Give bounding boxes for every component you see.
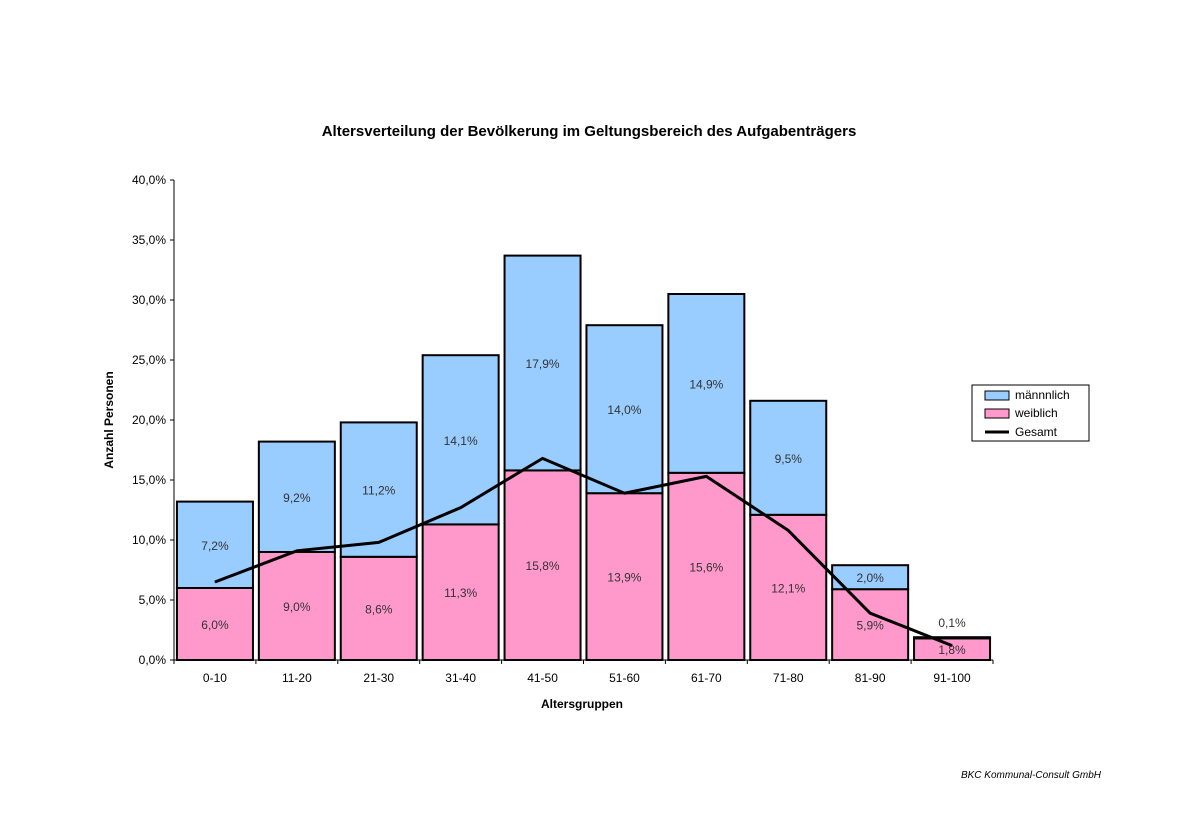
y-tick-label: 30,0% <box>132 293 166 307</box>
data-label: 6,0% <box>201 618 229 632</box>
x-tick-label: 61-70 <box>691 671 722 685</box>
line-point <box>378 541 380 543</box>
x-tick-label: 31-40 <box>445 671 476 685</box>
y-tick-label: 35,0% <box>132 233 166 247</box>
data-label: 1,8% <box>938 643 966 657</box>
bar-männnlich <box>831 564 910 591</box>
x-tick-label: 41-50 <box>527 671 558 685</box>
bar-männnlich <box>667 293 746 474</box>
legend-swatch-maennlich <box>984 390 1010 401</box>
x-tick-label: 0-10 <box>203 671 227 685</box>
x-tick-label: 81-90 <box>855 671 886 685</box>
x-axis-label: Altersgruppen <box>541 697 623 711</box>
bar-männnlich <box>503 254 582 472</box>
bar-weiblich <box>585 492 664 662</box>
bar-männnlich <box>749 399 828 516</box>
bar-weiblich <box>503 469 582 661</box>
data-label: 9,5% <box>775 452 803 466</box>
data-label: 9,2% <box>283 491 311 505</box>
data-label: 15,6% <box>689 560 723 574</box>
data-label: 9,0% <box>283 600 311 614</box>
data-label: 0,1% <box>938 616 966 630</box>
x-tick-label: 71-80 <box>773 671 804 685</box>
bar-weiblich <box>667 471 746 661</box>
footer-credit: BKC Kommunal-Consult GmbH <box>960 770 1101 781</box>
line-point <box>951 645 953 647</box>
data-label: 15,8% <box>526 559 560 573</box>
bar-weiblich <box>175 587 254 661</box>
data-label: 11,3% <box>444 586 477 600</box>
y-tick-label: 15,0% <box>132 473 166 487</box>
bar-männnlich <box>421 354 500 526</box>
bar-männnlich <box>913 636 992 640</box>
legend-label-gesamt: Gesamt <box>1015 425 1058 439</box>
data-label: 14,9% <box>689 377 723 391</box>
y-tick-label: 20,0% <box>132 413 166 427</box>
line-Gesamt <box>214 456 953 647</box>
legend-label-maennlich: männnlich <box>1015 388 1070 402</box>
line-point <box>542 457 544 459</box>
data-label: 11,2% <box>362 484 395 498</box>
line-point <box>623 492 625 494</box>
data-label: 14,0% <box>607 403 641 417</box>
legend-label-weiblich: weiblich <box>1014 406 1058 420</box>
data-label: 17,9% <box>526 357 560 371</box>
y-tick-label: 40,0% <box>132 173 166 187</box>
data-label: 7,2% <box>201 539 229 553</box>
line-point <box>214 581 216 583</box>
bar-weiblich <box>339 555 418 661</box>
chart-title: Altersverteilung der Bevölkerung im Gelt… <box>322 123 857 140</box>
legend: männnlich weiblich Gesamt <box>971 384 1090 442</box>
bar-männnlich <box>339 421 418 558</box>
line-point <box>296 550 298 552</box>
line-point <box>460 507 462 509</box>
data-label: 14,1% <box>444 434 478 448</box>
y-tick-label: 10,0% <box>132 533 166 547</box>
data-label: 12,1% <box>771 581 805 595</box>
y-tick-label: 0,0% <box>139 653 167 667</box>
x-tick-label: 11-20 <box>282 671 312 685</box>
line-point <box>787 529 789 531</box>
y-tick-label: 5,0% <box>139 593 167 607</box>
x-tick-label: 91-100 <box>933 671 971 685</box>
bar-männnlich <box>585 324 664 495</box>
line-point <box>705 475 707 477</box>
data-label: 2,0% <box>856 571 884 585</box>
data-label: 13,9% <box>607 571 641 585</box>
legend-swatch-weiblich <box>984 408 1010 419</box>
y-axis-label: Anzahl Personen <box>102 371 116 468</box>
bar-männnlich <box>257 440 336 554</box>
line-point <box>869 612 871 614</box>
y-tick-label: 25,0% <box>132 353 166 367</box>
data-label: 8,6% <box>365 602 393 616</box>
data-label: 5,9% <box>856 619 884 633</box>
x-tick-label: 21-30 <box>363 671 394 685</box>
x-tick-label: 51-60 <box>609 671 640 685</box>
